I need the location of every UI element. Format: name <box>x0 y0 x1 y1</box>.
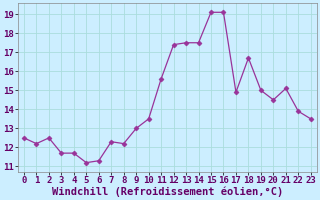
X-axis label: Windchill (Refroidissement éolien,°C): Windchill (Refroidissement éolien,°C) <box>52 187 283 197</box>
